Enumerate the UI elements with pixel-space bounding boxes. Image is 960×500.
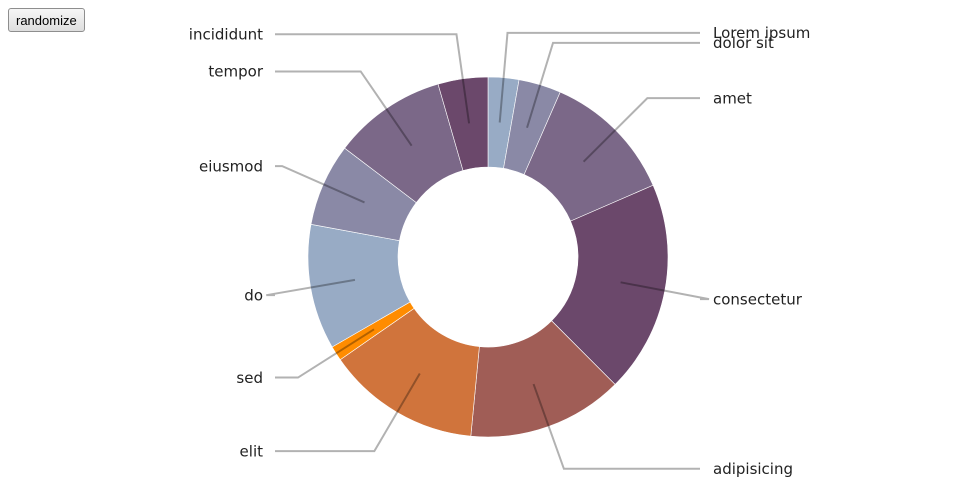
slice-label-do: do	[244, 286, 263, 304]
slice-label-consectetur: consectetur	[713, 290, 803, 308]
slice-label-sed: sed	[236, 369, 263, 387]
leader-line-eiusmod	[275, 165, 365, 204]
leader-line-dolor-sit	[526, 41, 700, 129]
slice-consectetur	[551, 184, 669, 385]
leader-line-sed	[275, 328, 375, 379]
leader-line-incididunt	[275, 33, 471, 124]
slice-label-adipisicing: adipisicing	[713, 460, 793, 478]
leader-line-adipisicing	[532, 383, 700, 470]
leader-lines-group	[266, 31, 710, 470]
slice-label-incididunt: incididunt	[189, 25, 263, 43]
leader-line-lorem-ipsum	[498, 31, 700, 123]
leader-line-consectetur	[620, 281, 710, 301]
slices-group	[307, 76, 669, 438]
randomize-button[interactable]: randomize	[8, 8, 85, 32]
leader-line-tempor	[275, 70, 413, 147]
slice-label-lorem-ipsum: Lorem ipsum	[713, 24, 810, 42]
slice-label-amet: amet	[713, 89, 752, 107]
slice-incididunt	[437, 76, 489, 171]
slice-label-elit: elit	[240, 442, 264, 460]
leader-line-amet	[582, 97, 700, 163]
slice-label-tempor: tempor	[208, 63, 263, 81]
leader-line-elit	[275, 373, 421, 453]
slice-label-dolor-sit: dolor sit	[713, 34, 774, 52]
slice-label-eiusmod: eiusmod	[199, 157, 263, 175]
leader-line-do	[266, 278, 356, 297]
